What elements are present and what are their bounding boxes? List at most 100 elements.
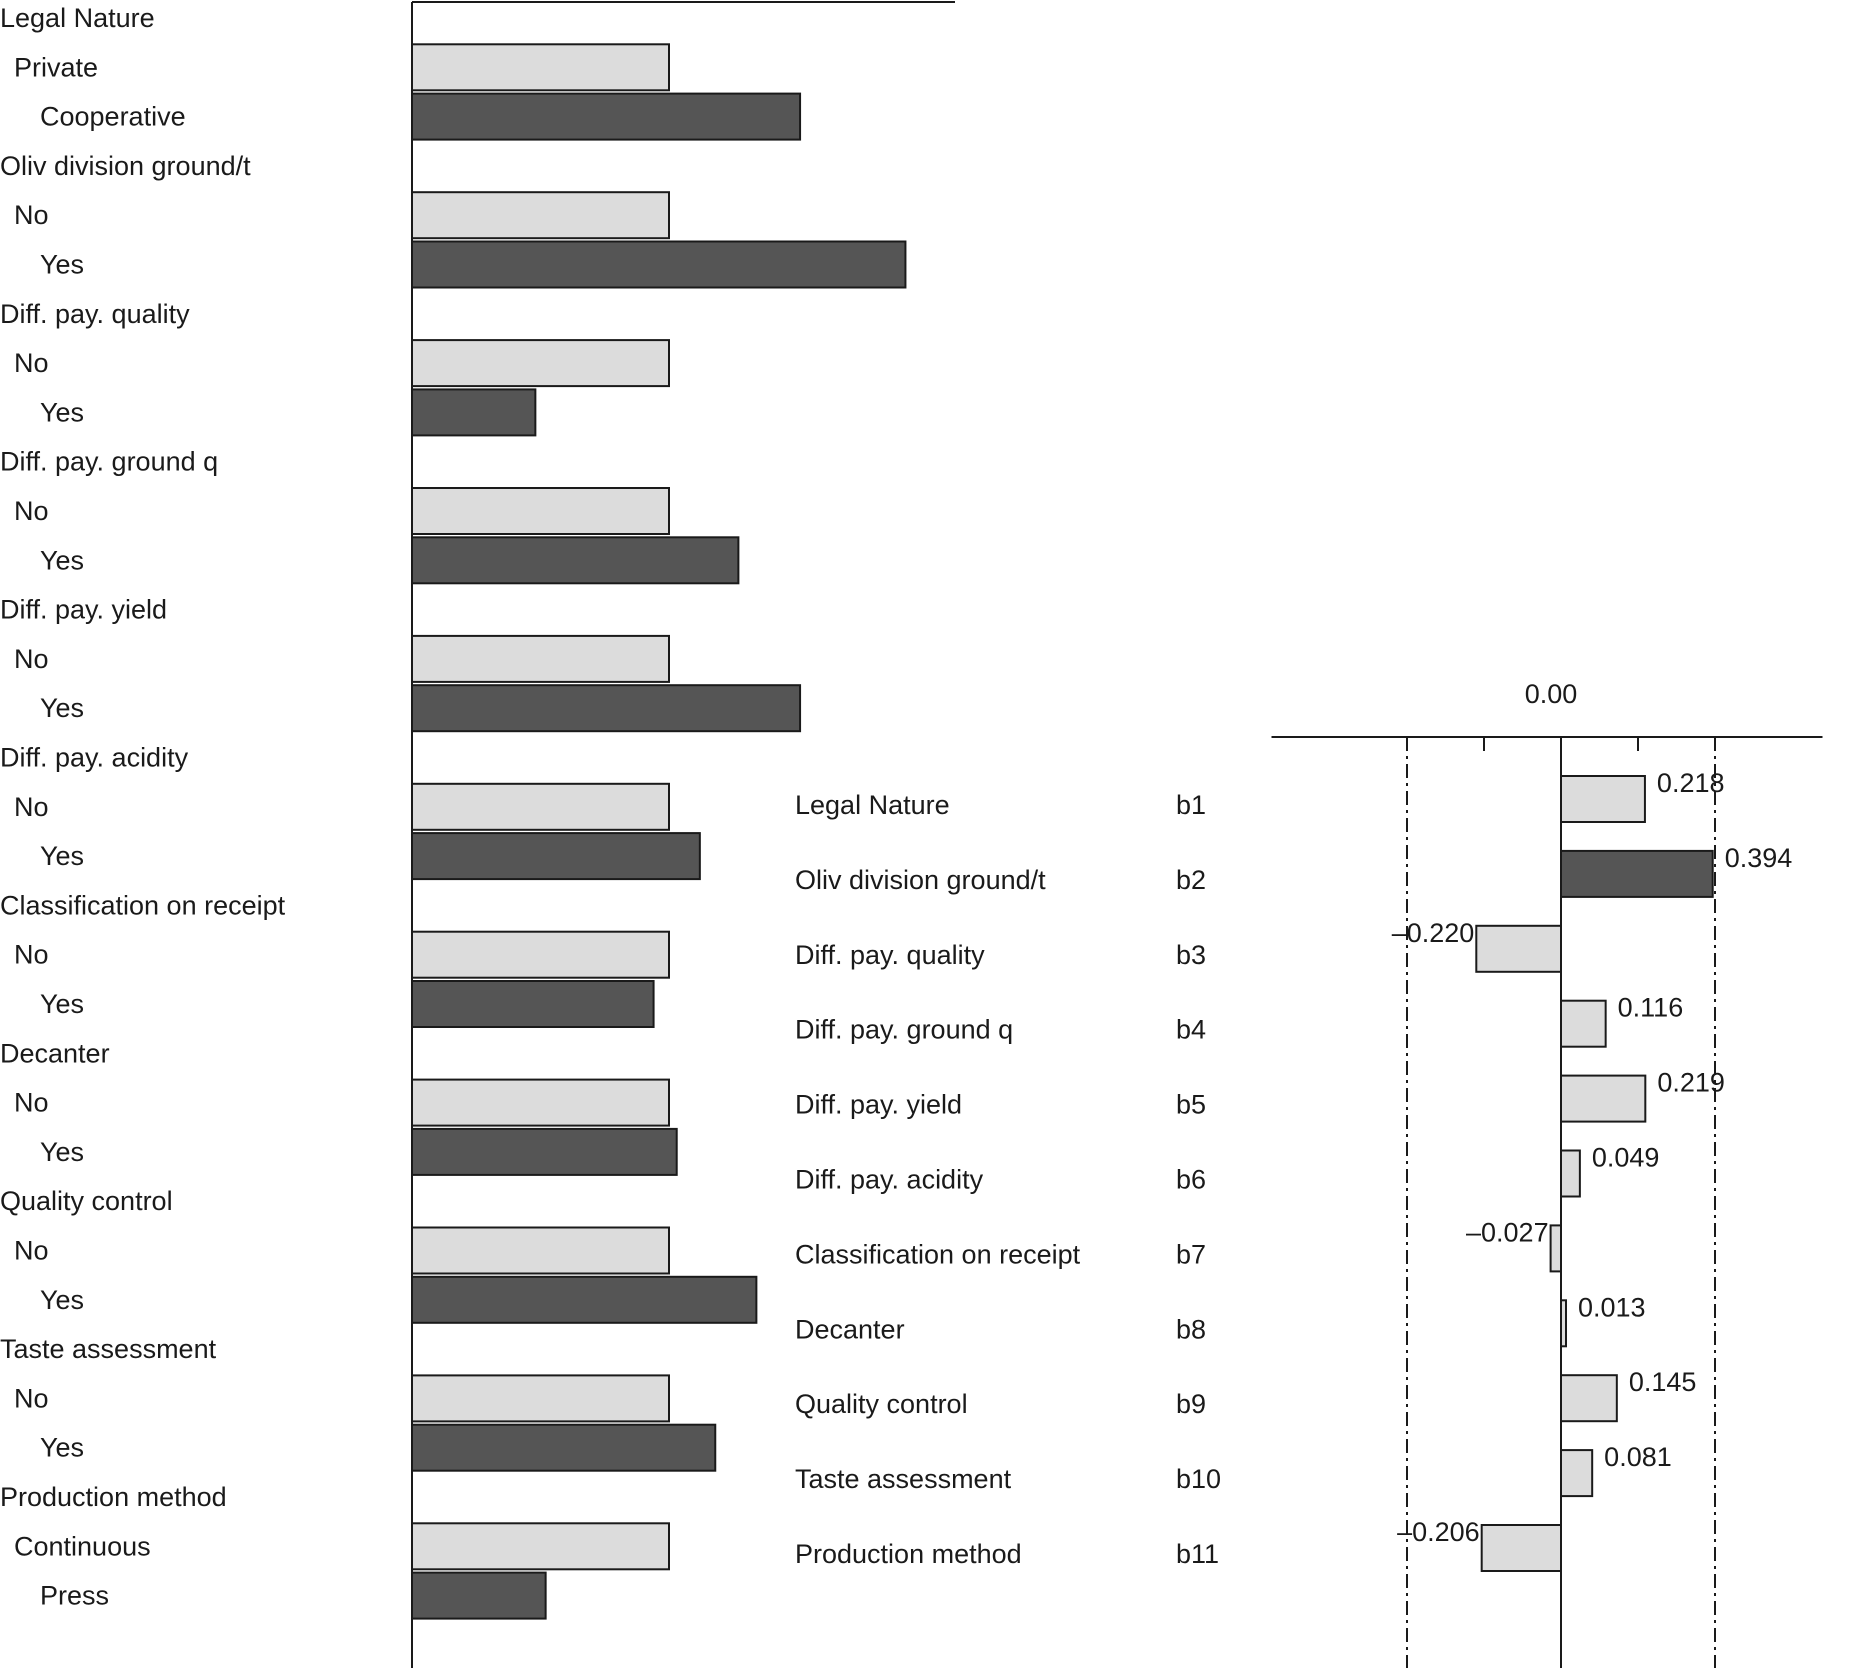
level-label: Yes xyxy=(40,1285,84,1315)
coef-code-label: b11 xyxy=(1176,1539,1219,1569)
level-label: No xyxy=(14,1236,49,1266)
reference-bar xyxy=(411,1522,670,1571)
level-label: No xyxy=(14,940,49,970)
contrast-bar xyxy=(411,980,655,1028)
coef-value-label: –0.206 xyxy=(1397,1517,1480,1547)
coef-code-label: b6 xyxy=(1176,1165,1206,1195)
coef-factor-label: Decanter xyxy=(795,1314,905,1344)
group-label: Quality control xyxy=(0,1186,173,1216)
coef-code-label: b3 xyxy=(1176,940,1206,970)
coef-bar xyxy=(1549,1224,1562,1273)
coef-factor-label: Diff. pay. ground q xyxy=(795,1015,1013,1045)
coef-bar xyxy=(1480,1524,1562,1572)
coef-factor-label: Diff. pay. acidity xyxy=(795,1165,984,1195)
level-label: No xyxy=(14,792,49,822)
coef-factor-label: Classification on receipt xyxy=(795,1239,1081,1269)
coef-bar xyxy=(1560,1299,1568,1348)
reference-bar xyxy=(411,43,670,92)
coef-bar xyxy=(1560,999,1607,1048)
coef-factor-label: Taste assessment xyxy=(795,1464,1012,1494)
level-label: Yes xyxy=(40,1137,84,1167)
reference-bar xyxy=(411,1078,670,1127)
contrast-bar xyxy=(411,1275,758,1324)
coef-bar xyxy=(1475,924,1563,973)
level-label: No xyxy=(14,200,49,230)
level-label: Yes xyxy=(40,693,84,723)
group-label: Diff. pay. ground q xyxy=(0,447,218,477)
coef-value-label: –0.027 xyxy=(1466,1217,1549,1247)
zero-tick-label: 0.00 xyxy=(1525,679,1578,709)
reference-bar xyxy=(411,782,670,831)
coef-value-label: 0.116 xyxy=(1618,993,1684,1023)
coef-value-label: 0.219 xyxy=(1657,1068,1725,1098)
coef-factor-label: Quality control xyxy=(795,1389,968,1419)
reference-bar xyxy=(411,191,670,240)
group-label: Diff. pay. quality xyxy=(0,299,190,329)
contrast-bar xyxy=(411,832,701,881)
level-label: No xyxy=(14,496,49,526)
coef-bar xyxy=(1560,775,1646,823)
reference-bar xyxy=(411,487,670,535)
coef-bar xyxy=(1560,849,1714,898)
level-label: Yes xyxy=(40,989,84,1019)
contrast-bar xyxy=(411,1127,678,1176)
coef-code-label: b4 xyxy=(1176,1015,1206,1045)
coef-value-label: 0.218 xyxy=(1657,768,1725,798)
reference-bar xyxy=(411,1226,670,1275)
coef-factor-label: Oliv division ground/t xyxy=(795,865,1046,895)
coef-factor-label: Production method xyxy=(795,1539,1022,1569)
contrast-bar xyxy=(411,1423,717,1472)
coef-value-label: 0.081 xyxy=(1604,1442,1672,1472)
group-label: Taste assessment xyxy=(0,1334,217,1364)
coef-code-label: b8 xyxy=(1176,1314,1206,1344)
contrast-bar xyxy=(411,536,740,585)
coef-value-label: 0.145 xyxy=(1629,1367,1697,1397)
level-label: Yes xyxy=(40,841,84,871)
coef-value-label: –0.220 xyxy=(1392,918,1475,948)
level-label: Yes xyxy=(40,397,84,427)
coef-bar xyxy=(1560,1449,1594,1498)
coef-bar xyxy=(1560,1374,1618,1423)
coef-value-label: 0.394 xyxy=(1725,843,1793,873)
coef-bar xyxy=(1560,1149,1581,1198)
level-label: No xyxy=(14,1088,49,1118)
level-label: Yes xyxy=(40,250,84,280)
contrast-bar xyxy=(411,240,907,289)
level-label: Press xyxy=(40,1581,109,1611)
level-label: Private xyxy=(14,52,98,82)
level-label: No xyxy=(14,644,49,674)
coef-code-label: b5 xyxy=(1176,1090,1206,1120)
level-label: No xyxy=(14,348,49,378)
reference-bar xyxy=(411,634,670,683)
contrast-bar xyxy=(411,92,802,141)
contrast-bar xyxy=(411,388,537,437)
group-label: Decanter xyxy=(0,1038,110,1068)
group-label: Classification on receipt xyxy=(0,890,286,920)
coef-factor-label: Legal Nature xyxy=(795,790,950,820)
contrast-bar xyxy=(411,1571,547,1620)
contrast-bar xyxy=(411,684,802,733)
level-label: Yes xyxy=(40,545,84,575)
group-label: Production method xyxy=(0,1482,227,1512)
level-label: Continuous xyxy=(14,1531,151,1561)
group-label: Legal Nature xyxy=(0,3,155,33)
group-label: Diff. pay. yield xyxy=(0,595,167,625)
reference-bar xyxy=(411,930,670,979)
group-label: Diff. pay. acidity xyxy=(0,743,189,773)
coef-value-label: 0.013 xyxy=(1578,1292,1646,1322)
coef-factor-label: Diff. pay. quality xyxy=(795,940,985,970)
coef-code-label: b9 xyxy=(1176,1389,1206,1419)
level-label: Yes xyxy=(40,1433,84,1463)
group-label: Oliv division ground/t xyxy=(0,151,251,181)
coef-code-label: b2 xyxy=(1176,865,1206,895)
coef-code-label: b7 xyxy=(1176,1239,1206,1269)
coef-code-label: b10 xyxy=(1176,1464,1221,1494)
reference-bar xyxy=(411,339,670,388)
coef-value-label: 0.049 xyxy=(1592,1143,1660,1173)
coef-bar xyxy=(1560,1074,1647,1123)
coef-code-label: b1 xyxy=(1176,790,1206,820)
reference-bar xyxy=(411,1374,670,1423)
level-label: Cooperative xyxy=(40,102,186,132)
level-label: No xyxy=(14,1383,49,1413)
